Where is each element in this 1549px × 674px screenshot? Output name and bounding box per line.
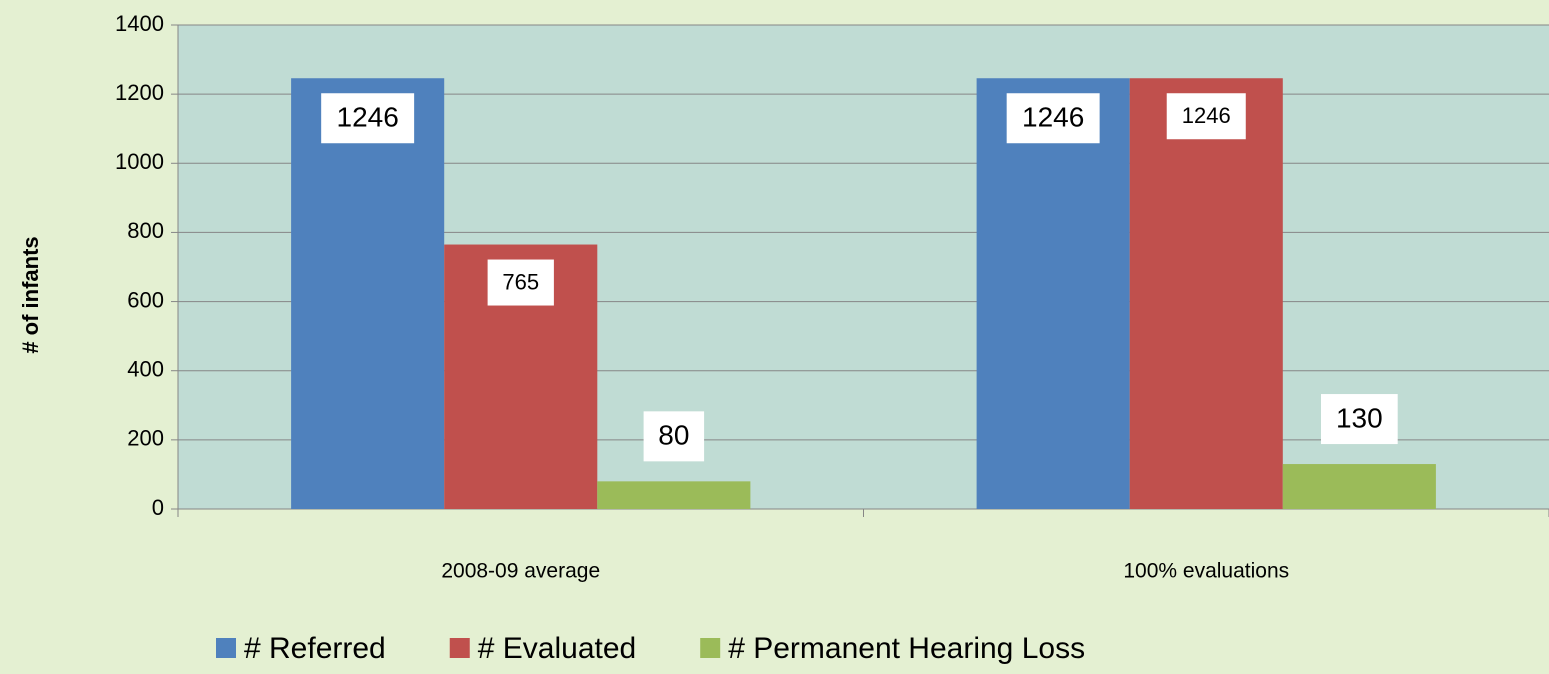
x-tick-label: 2008-09 average xyxy=(441,560,600,583)
data-label: 130 xyxy=(1336,402,1383,433)
data-label-box xyxy=(643,411,705,462)
y-tick-label: 0 xyxy=(152,495,164,520)
y-tick-label: 1200 xyxy=(115,80,164,105)
legend-label: # Referred xyxy=(244,632,386,665)
legend-swatch xyxy=(216,638,236,658)
legend-swatch xyxy=(449,638,470,658)
y-tick-label: 1000 xyxy=(115,149,164,174)
bar xyxy=(1129,78,1283,510)
data-label: 1246 xyxy=(1182,103,1231,128)
bar xyxy=(1282,464,1436,509)
y-tick-label: 200 xyxy=(127,426,164,451)
bar xyxy=(291,78,445,510)
data-label: 1246 xyxy=(1022,102,1084,133)
legend-label: # Permanent Hearing Loss xyxy=(728,632,1085,665)
y-tick-label: 800 xyxy=(127,218,164,243)
y-tick-label: 600 xyxy=(127,287,164,312)
data-label: 765 xyxy=(502,269,539,294)
x-tick-label: 100% evaluations xyxy=(1123,560,1289,583)
y-axis-label: # of infants xyxy=(18,236,43,353)
data-label-box xyxy=(487,259,554,306)
bar xyxy=(597,481,751,509)
data-label: 1246 xyxy=(337,102,399,133)
data-label-box xyxy=(321,93,415,144)
legend-swatch xyxy=(700,638,721,658)
data-label-box xyxy=(1320,394,1398,445)
legend-label: # Evaluated xyxy=(478,632,636,665)
bar xyxy=(976,78,1130,510)
y-tick-label: 400 xyxy=(127,357,164,382)
data-label-box xyxy=(1006,93,1100,144)
data-label-box xyxy=(1166,93,1246,140)
y-tick-label: 1400 xyxy=(115,11,164,36)
data-label: 80 xyxy=(658,420,689,451)
